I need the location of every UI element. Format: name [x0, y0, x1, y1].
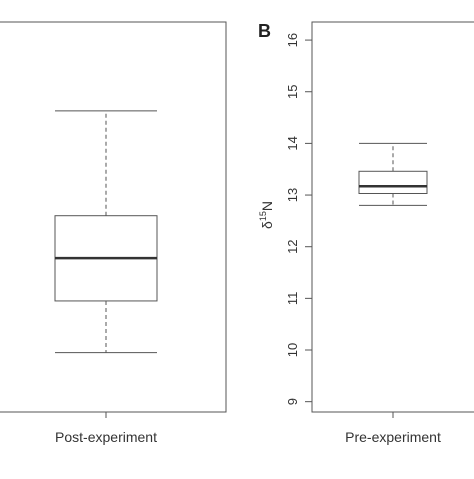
- panel-b-label: B: [258, 21, 271, 41]
- iqr-box: [358, 170, 428, 194]
- panel-b-xtick-label: Pre-experiment: [345, 429, 441, 445]
- y-tick-label: 9: [285, 398, 300, 405]
- panel-a-xtick-label: Post-experiment: [55, 429, 157, 445]
- panel-b: [358, 142, 428, 418]
- panel-a-frame: [0, 21, 227, 413]
- y-tick-label: 15: [285, 85, 300, 99]
- panel-a: [54, 110, 158, 418]
- y-tick-label: 13: [285, 188, 300, 202]
- panel-b-frame: [311, 21, 474, 413]
- y-tick-label: 16: [285, 33, 300, 47]
- y-tick-label: 12: [285, 239, 300, 253]
- y-tick-label: 10: [285, 343, 300, 357]
- panel-b-y-axis: 9 10 11 12 13 14 15 16: [285, 33, 312, 405]
- y-tick-label: 11: [285, 292, 300, 306]
- y-tick-label: 14: [285, 136, 300, 150]
- panel-b-ylabel: δ15N: [258, 201, 275, 229]
